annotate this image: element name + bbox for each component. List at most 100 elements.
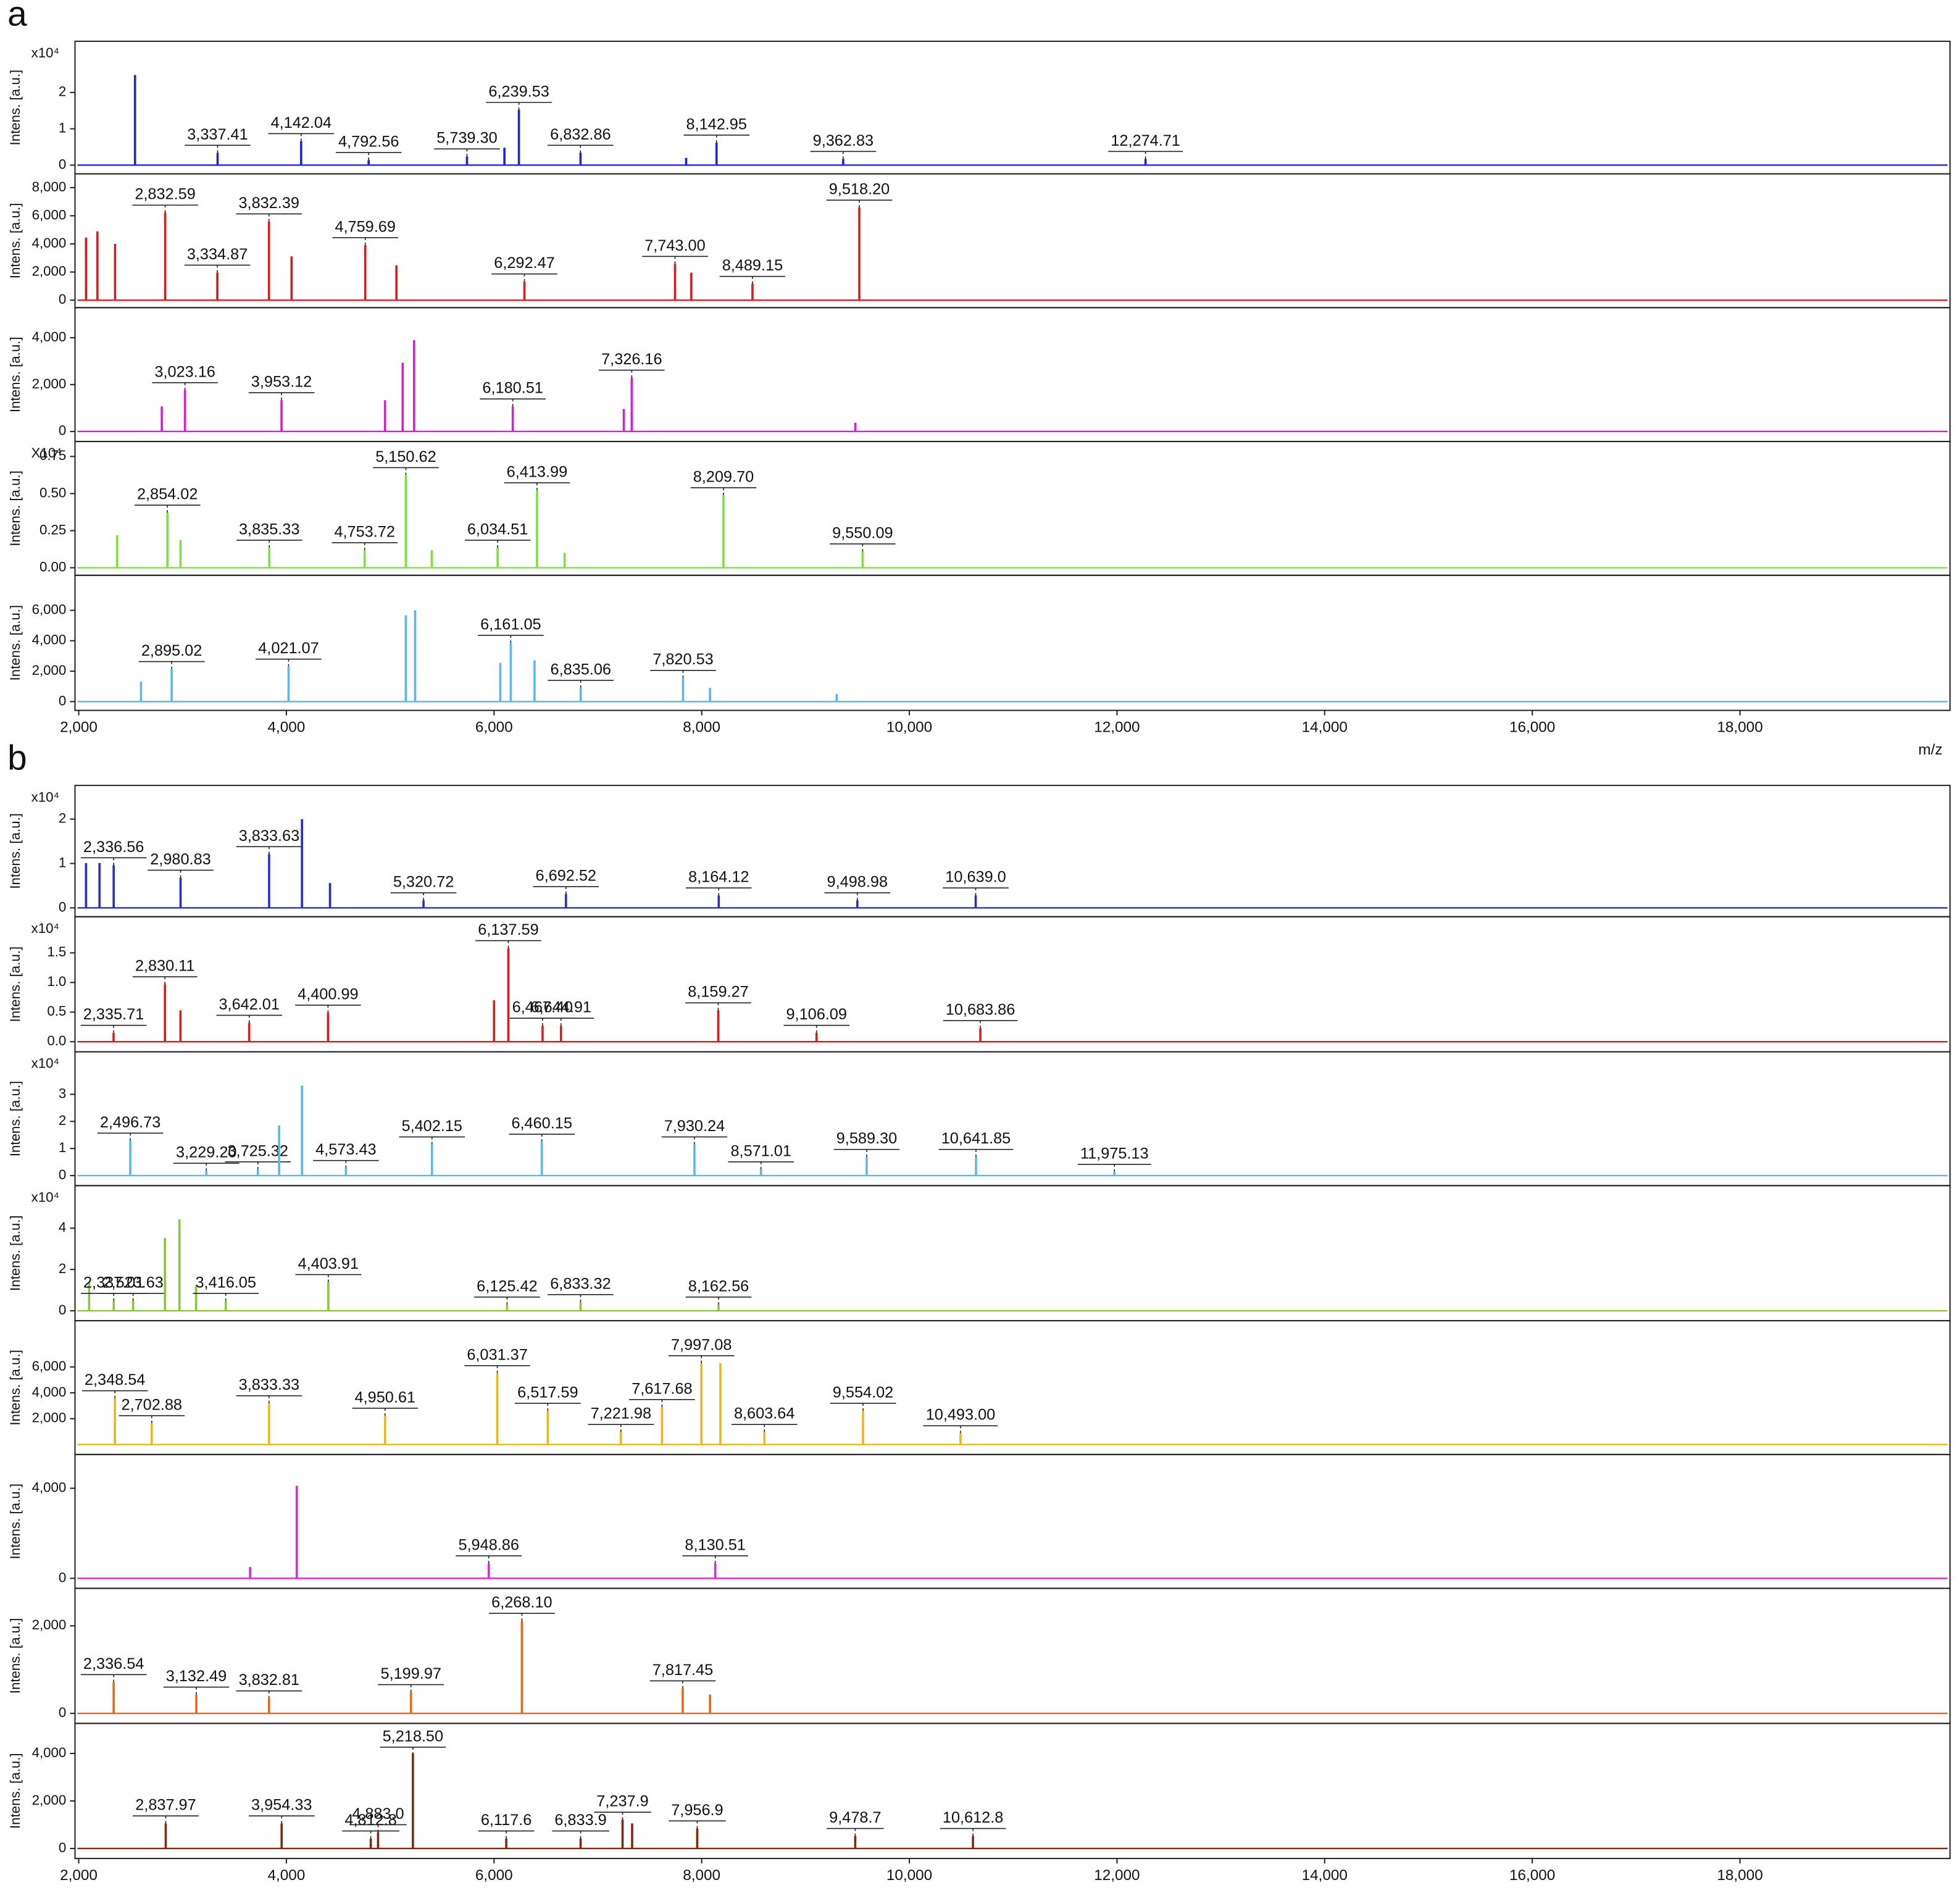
peak-label: 5,739.30	[436, 130, 497, 147]
y-tick-label: 1.5	[47, 944, 66, 959]
peak-label: 4,950.61	[355, 1389, 415, 1406]
peak-label: 5,218.50	[383, 1728, 443, 1745]
y-axis-label: Intens. [a.u.]	[7, 1081, 23, 1157]
peak-label: 6,644.91	[531, 999, 591, 1016]
peak-label: 11,975.13	[1080, 1145, 1149, 1162]
peak-label: 6,467.40	[512, 999, 573, 1016]
x-tick-label: 8,000	[683, 1867, 720, 1884]
y-tick-label: 2	[59, 1113, 66, 1128]
y-tick-label: 0.75	[40, 448, 66, 463]
panel-frame	[74, 1723, 1951, 1860]
y-multiplier: x10⁴	[31, 789, 59, 804]
peak-label: 5,402.15	[402, 1118, 462, 1135]
peak-label: 2,980.83	[150, 851, 211, 868]
y-tick-label: 0.5	[47, 1003, 66, 1019]
y-multiplier: x10⁴	[31, 1056, 59, 1071]
y-tick-label: 2,000	[32, 1792, 67, 1808]
y-tick-label: 0	[59, 693, 66, 708]
peak-label: 10,493.00	[926, 1406, 996, 1424]
x-tick-label: 4,000	[268, 1867, 306, 1884]
peak-label: 3,229.20	[176, 1144, 236, 1161]
peak-label: 6,117.6	[481, 1811, 532, 1829]
peak-label: 7,820.53	[653, 651, 713, 668]
peak-label: 4,759.69	[335, 218, 395, 235]
peak-label: 10,612.8	[943, 1809, 1003, 1826]
peak-label: 2,335.71	[83, 1006, 144, 1023]
peak-label: 2,348.54	[85, 1371, 145, 1389]
x-tick-label: 14,000	[1302, 1867, 1348, 1884]
peak-label: 3,832.81	[239, 1671, 299, 1689]
peak-label: 2,854.02	[137, 486, 198, 503]
peak-label: 6,137.59	[478, 921, 538, 938]
panel-frame	[74, 1320, 1951, 1455]
peak-label: 7,237.9	[596, 1793, 648, 1810]
peak-label: 4,573.43	[315, 1141, 376, 1158]
y-axis-label: Intens. [a.u.]	[7, 946, 23, 1022]
y-tick-label: 4,000	[32, 1479, 67, 1495]
peak-label: 7,743.00	[644, 237, 705, 254]
y-tick-label: 0	[59, 1167, 66, 1182]
peak-label: 6,413.99	[507, 463, 567, 480]
peak-label: 6,460.15	[511, 1115, 572, 1132]
peak-label: 10,641.85	[941, 1130, 1011, 1147]
peak-label: 9,498.98	[827, 874, 888, 891]
peak-label: 6,692.52	[536, 867, 596, 884]
y-multiplier: X10⁴	[31, 445, 62, 461]
panel-frame	[74, 173, 1951, 309]
peak-label: 7,617.68	[632, 1380, 692, 1397]
panel-frame	[74, 307, 1951, 443]
x-tick-label: 14,000	[1302, 719, 1348, 735]
x-tick-label: 18,000	[1717, 1867, 1762, 1884]
peak-label: 9,362.83	[813, 132, 874, 149]
peak-label: 3,334.87	[187, 246, 248, 263]
peak-label: 5,948.86	[458, 1536, 519, 1553]
panel-frame	[74, 1453, 1951, 1589]
peak-label: 4,753.72	[334, 524, 394, 541]
peak-label: 4,812.8	[344, 1811, 396, 1829]
peak-label: 6,034.51	[467, 520, 528, 538]
peak-label: 3,023.16	[154, 363, 215, 380]
peak-label: 3,832.39	[239, 194, 299, 212]
y-axis-label: Intens. [a.u.]	[7, 1350, 23, 1426]
y-tick-label: 2	[59, 811, 66, 826]
y-tick-label: 4,000	[32, 329, 67, 345]
peak-label: 10,683.86	[946, 1001, 1015, 1019]
peak-label: 2,337.01	[83, 1274, 144, 1291]
x-tick-label: 12,000	[1094, 719, 1140, 735]
y-tick-label: 1	[59, 120, 66, 136]
y-axis-label: Intens. [a.u.]	[7, 813, 23, 889]
peak-label: 6,239.53	[488, 83, 549, 100]
peak-label: 8,603.64	[734, 1405, 794, 1423]
peak-label: 7,326.16	[601, 351, 662, 368]
panel-frame	[74, 1587, 1951, 1724]
panel-frame	[74, 1185, 1951, 1322]
y-tick-label: 4,000	[32, 632, 67, 648]
peak-label: 8,130.51	[685, 1536, 745, 1553]
peak-label: 6,031.37	[467, 1346, 527, 1363]
y-tick-label: 0	[59, 899, 66, 914]
peak-label: 8,159.27	[688, 984, 748, 1001]
peak-label: 2,832.59	[135, 186, 195, 203]
y-axis-label: Intens. [a.u.]	[7, 336, 23, 412]
y-tick-label: 2	[59, 84, 66, 99]
panel-frame	[74, 916, 1951, 1053]
panel-frame	[74, 40, 1951, 175]
peak-label: 3,833.63	[239, 827, 299, 845]
y-tick-label: 2,000	[32, 263, 67, 278]
peak-label: 2,336.54	[83, 1655, 144, 1673]
peak-label: 6,180.51	[482, 380, 543, 397]
peak-label: 7,221.98	[591, 1405, 651, 1423]
y-tick-label: 0.0	[47, 1033, 66, 1048]
y-tick-label: 2	[59, 1261, 66, 1276]
peak-label: 3,953.12	[251, 374, 312, 391]
y-axis-label: Intens. [a.u.]	[7, 1215, 23, 1291]
peak-label: 6,835.06	[551, 661, 611, 678]
x-tick-label: 4,000	[268, 719, 306, 735]
peak-label: 7,930.24	[664, 1118, 725, 1135]
y-axis-label: Intens. [a.u.]	[7, 605, 23, 681]
peak-label: 6,832.86	[550, 126, 611, 143]
peak-label: 6,292.47	[494, 254, 554, 272]
y-tick-label: 1	[59, 1140, 66, 1155]
y-tick-label: 0.50	[40, 485, 66, 500]
peak-label: 6,161.05	[480, 616, 541, 633]
